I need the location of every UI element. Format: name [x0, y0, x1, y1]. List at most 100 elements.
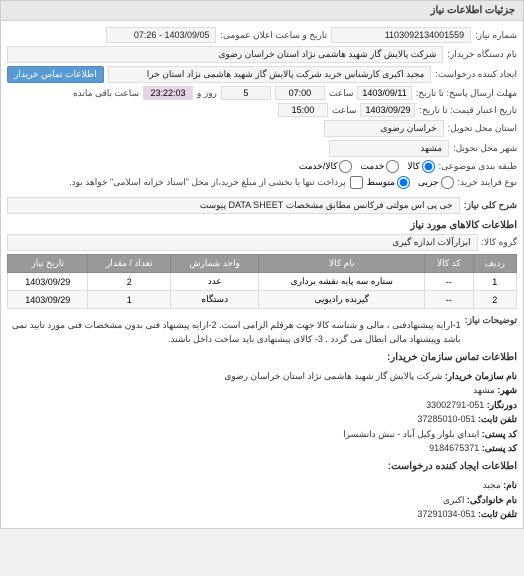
- valid-until-date: 1403/09/29: [360, 103, 415, 117]
- category-radio-2[interactable]: [386, 160, 399, 173]
- creator-name-value: مجید: [483, 480, 501, 490]
- table-row: 1 -- ستاره سه پایه نقشه برداری عدد 2 140…: [8, 273, 517, 291]
- requester-label: ایجاد کننده درخواست:: [435, 69, 517, 80]
- treasury-check[interactable]: [350, 176, 363, 189]
- creator-family-row: نام خانوادگی: اکبری: [7, 493, 517, 507]
- contact-address-value: 9184675371: [429, 443, 479, 453]
- cell-unit: عدد: [171, 273, 259, 291]
- col-row: ردیف: [473, 255, 516, 273]
- days-label: روز و: [197, 88, 217, 99]
- creator-family-label: نام خانوادگی:: [467, 495, 517, 505]
- creator-section-title: اطلاعات ایجاد کننده درخواست:: [7, 459, 517, 475]
- announce-label: تاریخ و ساعت اعلان عمومی:: [220, 30, 327, 41]
- purchase-radio-2[interactable]: [397, 176, 410, 189]
- row-category: طبقه بندی موضوعی: کالا خدمت کالا/خدمت: [7, 160, 517, 173]
- cell-name: گیرنده رادیویی: [259, 291, 425, 309]
- category-opt3[interactable]: کالا/خدمت: [299, 160, 353, 173]
- cell-code: --: [425, 273, 474, 291]
- creator-family-value: اکبری: [443, 495, 465, 505]
- goods-section-title: اطلاعات کالاهای مورد نیاز: [7, 220, 517, 231]
- row-buyer-org: نام دستگاه خریدار: شرکت پالایش گاز شهید …: [7, 46, 517, 63]
- row-purchase-type: نوع فرایند خرید: جزیی متوسط پرداخت تنها …: [7, 176, 517, 189]
- valid-until-time: 15:00: [278, 103, 328, 117]
- creator-phone-row: تلفن ثابت: 051-37291034: [7, 507, 517, 521]
- contact-phone-value: 051-33002791: [426, 400, 484, 410]
- cell-row: 1: [473, 273, 516, 291]
- need-number-label: شماره نیاز:: [475, 30, 517, 41]
- city-value: مشهد: [329, 140, 449, 157]
- creator-phone-value: 051-37291034: [417, 509, 475, 519]
- creator-name-label: نام:: [503, 480, 517, 490]
- buyer-org-label: نام دستگاه خریدار:: [447, 49, 517, 60]
- cell-qty: 2: [88, 273, 171, 291]
- row-deadline: مهلت ارسال پاسخ: تا تاریخ: 1403/09/11 سا…: [7, 86, 517, 100]
- cell-code: --: [425, 291, 474, 309]
- cell-qty: 1: [88, 291, 171, 309]
- contact-city-label: شهر:: [497, 385, 517, 395]
- row-city: شهر محل تحویل: مشهد: [7, 140, 517, 157]
- purchase-opt1[interactable]: جزیی: [418, 176, 454, 189]
- deadline-label: مهلت ارسال پاسخ: تا تاریخ:: [416, 88, 517, 99]
- category-radio-1[interactable]: [422, 160, 435, 173]
- col-unit: واحد شمارش: [171, 255, 259, 273]
- contact-postcode-row: کد پستی: ابتداي بلوار وکيل آباد - نبش دا…: [7, 427, 517, 441]
- deadline-time: 07:00: [275, 86, 325, 100]
- contact-phone-label: دورنگار:: [487, 400, 517, 410]
- buyer-contact-button[interactable]: اطلاعات تماس خریدار: [7, 66, 104, 83]
- time-remaining: 23:22:03: [143, 86, 193, 100]
- category-label: طبقه بندی موضوعی:: [439, 161, 517, 172]
- contact-fax-value: 051-37285010: [417, 414, 475, 424]
- need-number-value: 1103092134001559: [331, 27, 471, 43]
- col-code: کد کالا: [425, 255, 474, 273]
- row-requester: ایجاد کننده درخواست: مجید اکبری کارشناس …: [7, 66, 517, 83]
- main-panel: جزئیات اطلاعات نیاز شماره نیاز: 11030921…: [0, 0, 524, 529]
- buyer-org-value: شرکت پالایش گاز شهید هاشمی نژاد استان خر…: [7, 46, 443, 63]
- contact-section-title: اطلاعات تماس سازمان خریدار:: [7, 352, 517, 363]
- purchase-opt2[interactable]: متوسط: [367, 176, 410, 189]
- contact-postcode-value: ابتداي بلوار وکيل آباد - نبش دانشسرا: [343, 429, 479, 439]
- announce-value: 1403/09/05 - 07:26: [106, 27, 216, 43]
- contact-fax-label: تلفن ثابت:: [478, 414, 517, 424]
- panel-title: جزئیات اطلاعات نیاز: [1, 1, 523, 21]
- row-valid-until: تاریخ اعتبار قیمت: تا تاریخ: 1403/09/29 …: [7, 103, 517, 117]
- col-qty: تعداد / مقدار: [88, 255, 171, 273]
- contact-city-row: شهر: مشهد: [7, 383, 517, 397]
- contact-city-value: مشهد: [473, 385, 495, 395]
- notes-text: 1-ارایه پیشنهادفنی ، مالی و شناسه کالا ج…: [7, 319, 461, 346]
- purchase-radio-group: جزیی متوسط: [367, 176, 454, 189]
- row-desc: شرح کلی نیاز: جی پی اس مولتی فرکانس مطاب…: [7, 197, 517, 214]
- row-province: استان محل تحویل: خراسان رضوی: [7, 120, 517, 137]
- contact-org-label: نام سازمان خریدار:: [445, 371, 517, 381]
- desc-label: شرح کلی نیاز:: [464, 200, 517, 211]
- deadline-date: 1403/09/11: [357, 86, 411, 100]
- valid-time-label: ساعت: [332, 105, 357, 116]
- contact-phone-row: دورنگار: 051-33002791: [7, 398, 517, 412]
- valid-until-label: تاریخ اعتبار قیمت: تا تاریخ:: [419, 105, 517, 116]
- row-notes: توضیحات نیاز: 1-ارایه پیشنهادفنی ، مالی …: [7, 315, 517, 346]
- contact-address-row: کد پستی: 9184675371: [7, 441, 517, 455]
- row-goods-group: گروه کالا: ابزارآلات اندازه گیری: [7, 234, 517, 251]
- contact-fax-row: تلفن ثابت: 051-37285010: [7, 412, 517, 426]
- treasury-checkbox[interactable]: [350, 176, 363, 189]
- group-label: گروه کالا:: [482, 237, 517, 248]
- category-radio-group: کالا خدمت کالا/خدمت: [299, 160, 435, 173]
- purchase-radio-1[interactable]: [441, 176, 454, 189]
- purchase-type-label: نوع فرایند خرید:: [458, 177, 518, 188]
- col-date: تاریخ نیاز: [8, 255, 88, 273]
- table-row: 2 -- گیرنده رادیویی دستگاه 1 1403/09/29: [8, 291, 517, 309]
- requester-value: مجید اکبری کارشناس خرید شرکت پالایش گاز …: [108, 66, 432, 83]
- creator-name-row: نام: مجید: [7, 478, 517, 492]
- col-name: نام کالا: [259, 255, 425, 273]
- province-label: استان محل تحویل:: [448, 123, 517, 134]
- row-need-number: شماره نیاز: 1103092134001559 تاریخ و ساع…: [7, 27, 517, 43]
- contact-address-label: کد پستی:: [482, 443, 517, 453]
- category-opt2[interactable]: خدمت: [360, 160, 399, 173]
- category-opt1[interactable]: کالا: [407, 160, 434, 173]
- category-radio-3[interactable]: [339, 160, 352, 173]
- contact-org-row: نام سازمان خریدار: شرکت پالایش گاز شهید …: [7, 369, 517, 383]
- cell-date: 1403/09/29: [8, 273, 88, 291]
- group-value: ابزارآلات اندازه گیری: [7, 234, 478, 251]
- cell-row: 2: [473, 291, 516, 309]
- purchase-note: پرداخت تنها یا بخشی از مبلغ خرید،از محل …: [69, 177, 346, 188]
- remain-label: ساعت باقی مانده: [73, 88, 139, 99]
